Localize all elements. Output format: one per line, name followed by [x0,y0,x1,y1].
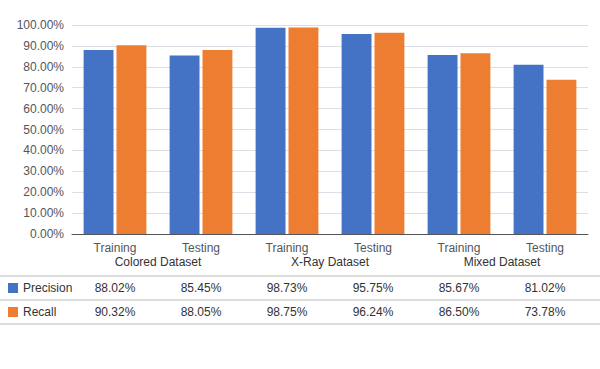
svg-text:Training: Training [438,241,481,255]
svg-text:90.00%: 90.00% [23,39,64,53]
svg-text:80.00%: 80.00% [23,60,64,74]
svg-text:Training: Training [94,241,137,255]
svg-text:10.00%: 10.00% [23,206,64,220]
svg-text:Recall: Recall [23,305,56,319]
svg-text:40.00%: 40.00% [23,143,64,157]
svg-text:85.45%: 85.45% [181,281,222,295]
svg-text:86.50%: 86.50% [439,305,480,319]
svg-text:100.00%: 100.00% [17,18,65,32]
svg-text:60.00%: 60.00% [23,102,64,116]
svg-text:Testing: Testing [526,241,564,255]
svg-text:73.78%: 73.78% [525,305,566,319]
svg-text:Training: Training [266,241,309,255]
svg-text:88.05%: 88.05% [181,305,222,319]
svg-text:0.00%: 0.00% [30,227,64,241]
svg-text:Testing: Testing [182,241,220,255]
svg-text:88.02%: 88.02% [95,281,136,295]
svg-text:98.75%: 98.75% [267,305,308,319]
svg-text:98.73%: 98.73% [267,281,308,295]
svg-text:70.00%: 70.00% [23,81,64,95]
svg-text:90.32%: 90.32% [95,305,136,319]
svg-text:95.75%: 95.75% [353,281,394,295]
svg-text:20.00%: 20.00% [23,185,64,199]
svg-text:85.67%: 85.67% [439,281,480,295]
svg-text:96.24%: 96.24% [353,305,394,319]
svg-text:Mixed Dataset: Mixed Dataset [464,255,541,269]
svg-text:Testing: Testing [354,241,392,255]
svg-text:X-Ray Dataset: X-Ray Dataset [291,255,370,269]
svg-text:81.02%: 81.02% [525,281,566,295]
svg-text:30.00%: 30.00% [23,164,64,178]
svg-text:50.00%: 50.00% [23,123,64,137]
svg-text:Precision: Precision [23,281,72,295]
svg-text:Colored Dataset: Colored Dataset [115,255,202,269]
